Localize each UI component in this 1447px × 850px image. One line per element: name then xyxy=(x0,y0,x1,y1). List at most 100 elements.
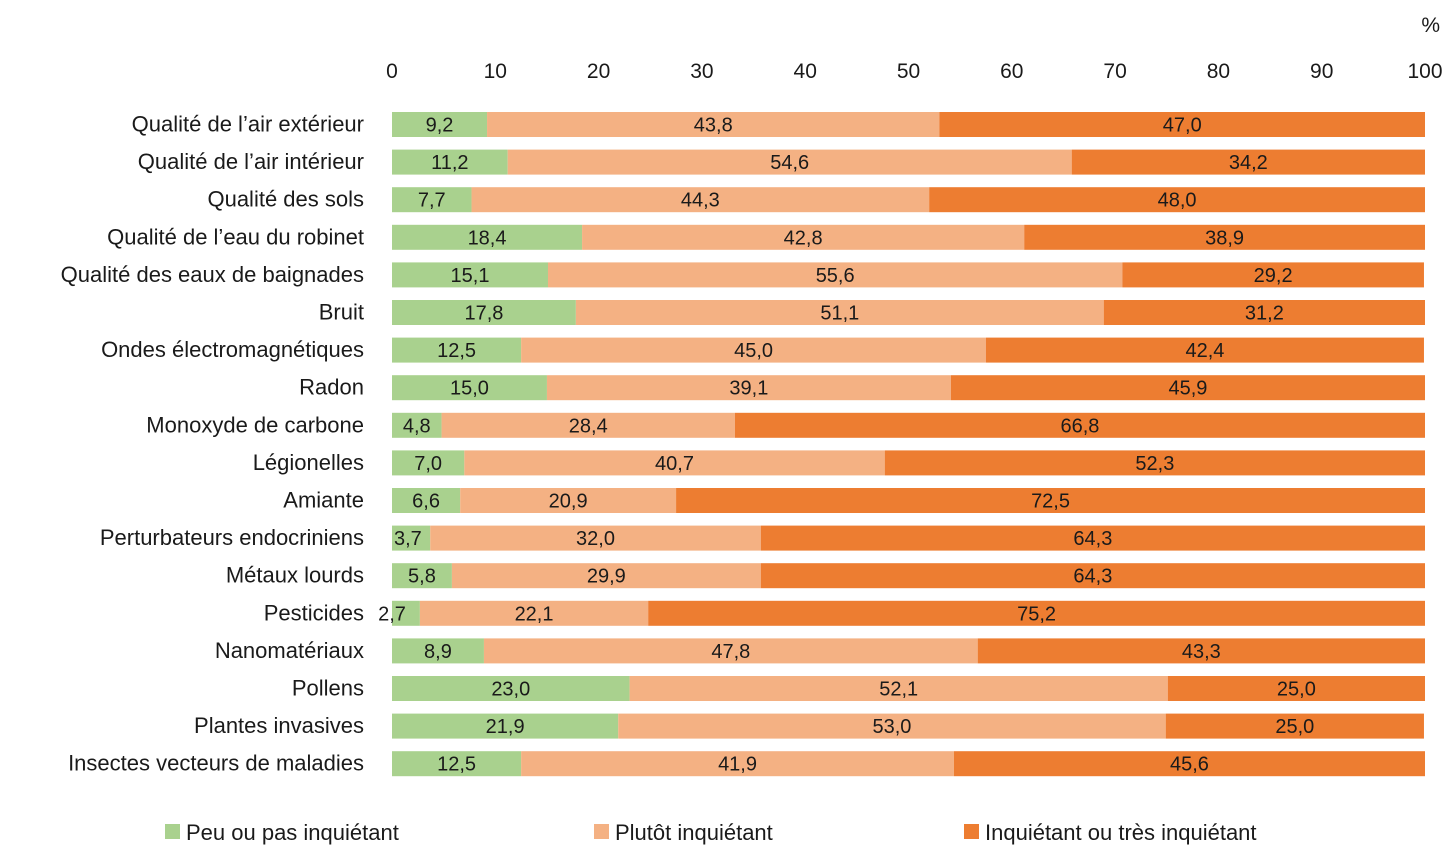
category-label: Qualité de l’air extérieur xyxy=(132,112,364,137)
data-label: 72,5 xyxy=(1031,491,1070,513)
legend-label: Inquiétant ou très inquiétant xyxy=(985,820,1257,845)
bar-segment xyxy=(648,600,1425,626)
data-label: 4,8 xyxy=(403,415,431,437)
data-label: 43,8 xyxy=(694,115,733,137)
bar-segment xyxy=(392,112,488,137)
bar-segment xyxy=(521,751,954,777)
data-label: 41,9 xyxy=(718,754,757,776)
bar-segment xyxy=(460,488,677,513)
category-label: Perturbateurs endocriniens xyxy=(100,525,364,550)
x-tick-label: 100 xyxy=(1407,60,1442,83)
data-label: 43,3 xyxy=(1182,641,1221,663)
bar-segment xyxy=(884,450,1425,476)
bar-segment xyxy=(676,488,1425,513)
bar-segment xyxy=(471,187,930,213)
category-label: Monoxyde de carbone xyxy=(146,412,364,437)
legend-swatch xyxy=(165,824,180,839)
data-label: 42,4 xyxy=(1186,340,1225,362)
bar-segment xyxy=(953,751,1425,777)
category-label: Qualité de l’eau du robinet xyxy=(107,224,364,249)
x-tick-label: 60 xyxy=(1000,60,1023,83)
category-label: Qualité des eaux de baignades xyxy=(61,262,364,287)
bar-segment xyxy=(483,638,978,664)
data-label: 23,0 xyxy=(491,679,530,701)
category-label: Pollens xyxy=(292,676,364,701)
category-label: Insectes vecteurs de maladies xyxy=(68,751,364,776)
bar-segment xyxy=(392,187,472,213)
category-label: Qualité des sols xyxy=(207,187,364,212)
bar-segment xyxy=(1103,300,1425,325)
bar-segment xyxy=(1122,262,1424,288)
category-label: Bruit xyxy=(319,300,364,325)
x-tick-label: 40 xyxy=(794,60,817,83)
bar-segment xyxy=(487,112,940,137)
category-label: Radon xyxy=(299,375,364,400)
bar-segment xyxy=(507,149,1072,175)
bar-segment xyxy=(950,375,1425,401)
bar-segment xyxy=(392,375,547,401)
legend-label: Plutôt inquiétant xyxy=(615,820,773,845)
bar-segment xyxy=(392,224,583,250)
bar-segment xyxy=(392,676,630,701)
bar-segment xyxy=(392,488,461,513)
bar-segment xyxy=(451,563,761,589)
bar-segment xyxy=(392,300,576,325)
bar-segment xyxy=(521,337,986,363)
data-label: 28,4 xyxy=(569,415,608,437)
bar-segment xyxy=(464,450,885,476)
data-label: 45,6 xyxy=(1170,754,1209,776)
data-label: 51,1 xyxy=(820,303,859,325)
legend: Peu ou pas inquiétant Plutôt inquiétant In… xyxy=(165,820,1257,845)
data-label: 54,6 xyxy=(770,152,809,174)
data-label: 21,9 xyxy=(486,716,525,738)
x-tick-label: 10 xyxy=(484,60,507,83)
data-label: 34,2 xyxy=(1229,152,1268,174)
category-label: Amiante xyxy=(283,488,364,513)
data-label: 3,7 xyxy=(394,528,422,550)
data-label: 2,7 xyxy=(378,603,406,625)
data-label: 15,0 xyxy=(450,378,489,400)
bar-segment xyxy=(547,262,1123,288)
data-label: 25,0 xyxy=(1277,679,1316,701)
bar-segment xyxy=(575,300,1104,325)
bar-segment xyxy=(392,600,420,626)
data-label: 18,4 xyxy=(468,227,507,249)
bar-segment xyxy=(392,149,508,175)
legend-swatch xyxy=(594,824,609,839)
category-labels: Qualité de l’air extérieur Qualité de l’a… xyxy=(61,112,364,776)
data-label: 12,5 xyxy=(437,340,476,362)
bar-segment xyxy=(392,638,484,664)
data-label: 15,1 xyxy=(451,265,490,287)
data-label: 6,6 xyxy=(412,491,440,513)
data-label: 55,6 xyxy=(816,265,855,287)
data-label: 45,0 xyxy=(734,340,773,362)
data-label: 52,1 xyxy=(879,679,918,701)
x-tick-label: 90 xyxy=(1310,60,1333,83)
data-label: 45,9 xyxy=(1168,378,1207,400)
bar-segment xyxy=(392,525,431,551)
bar-segment xyxy=(392,262,548,288)
bar-segment xyxy=(392,337,522,363)
data-label: 64,3 xyxy=(1073,566,1112,588)
category-label: Ondes électromagnétiques xyxy=(101,337,364,362)
data-label: 47,0 xyxy=(1163,115,1202,137)
category-label: Légionelles xyxy=(253,450,364,475)
bar-segment xyxy=(546,375,951,401)
data-label: 38,9 xyxy=(1205,227,1244,249)
category-label: Plantes invasives xyxy=(194,713,364,738)
bar-segment xyxy=(1024,224,1425,250)
unit-label: % xyxy=(1421,14,1440,37)
x-tick-label: 50 xyxy=(897,60,920,83)
data-label: 5,8 xyxy=(408,566,436,588)
bar-segment xyxy=(618,713,1166,739)
category-label: Pesticides xyxy=(264,600,364,625)
bars xyxy=(392,112,1425,777)
data-label: 47,8 xyxy=(711,641,750,663)
data-label: 31,2 xyxy=(1245,303,1284,325)
data-label: 7,0 xyxy=(414,453,442,475)
category-label: Nanomatériaux xyxy=(215,638,364,663)
data-label: 29,9 xyxy=(587,566,626,588)
data-label: 42,8 xyxy=(784,227,823,249)
bar-segment xyxy=(582,224,1025,250)
